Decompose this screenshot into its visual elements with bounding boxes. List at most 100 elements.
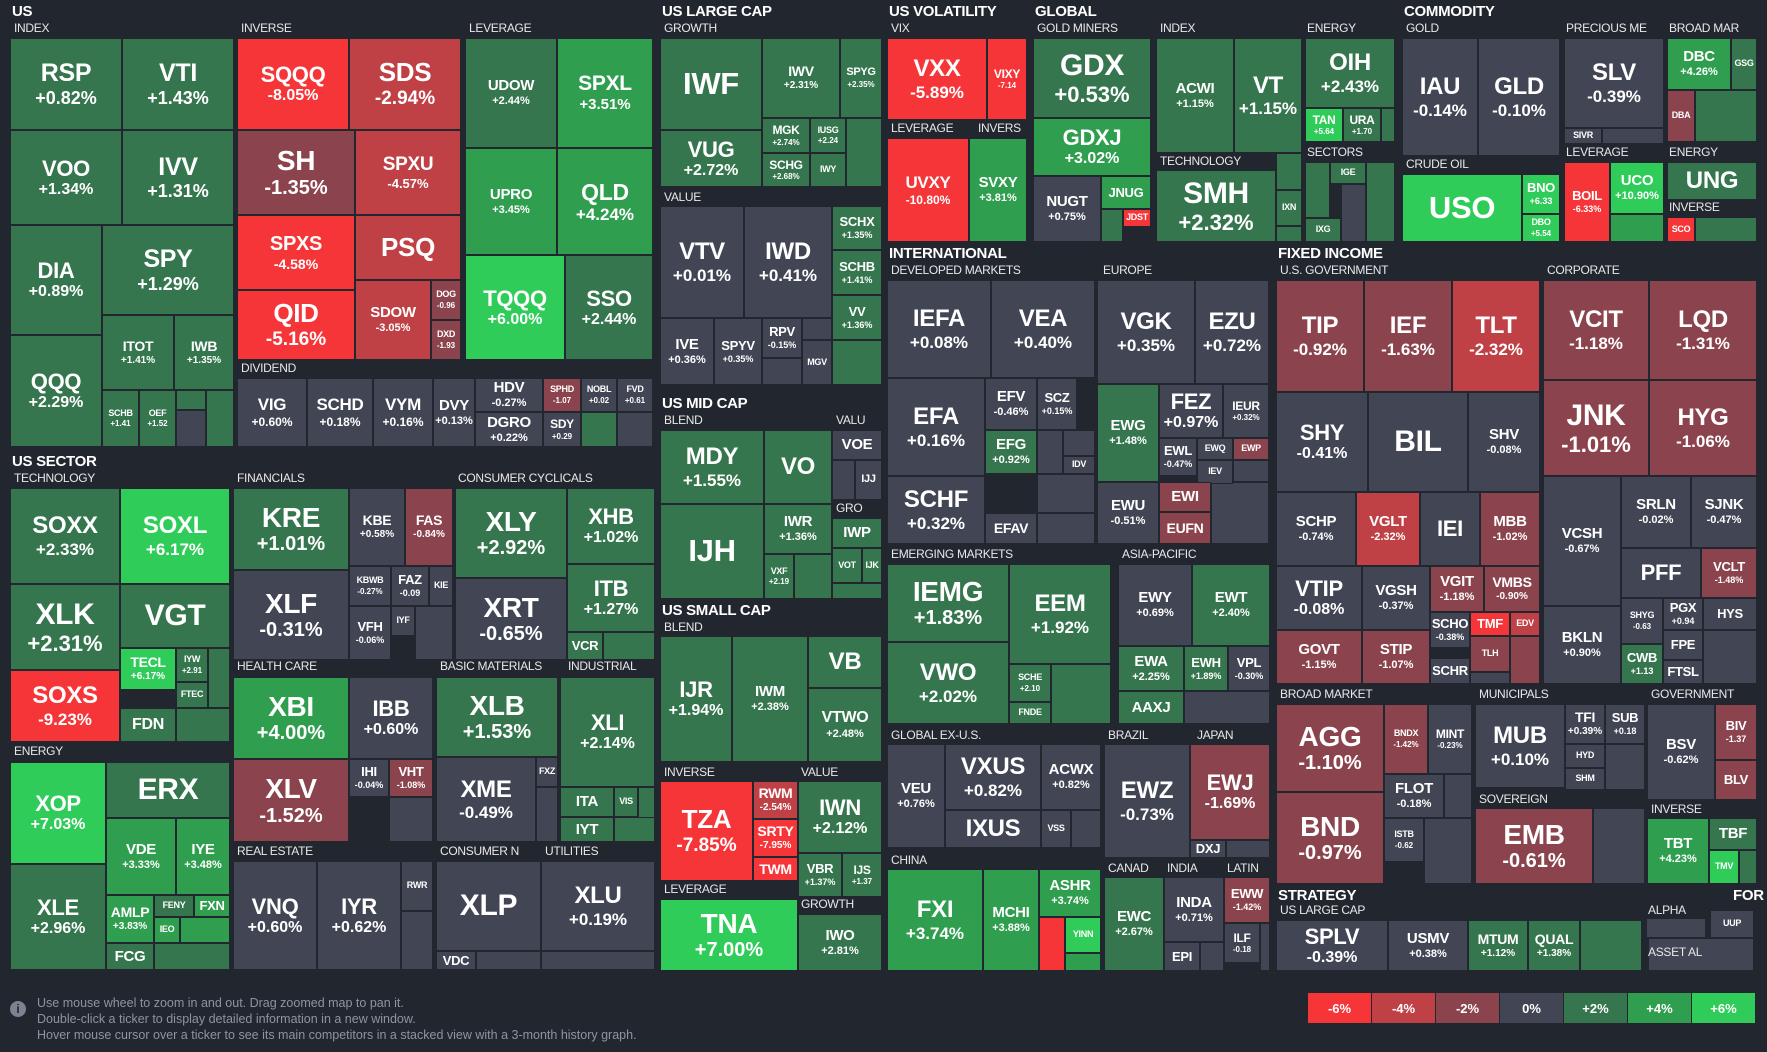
ticker-tile-agg[interactable]: AGG -1.10% <box>1276 704 1384 792</box>
ticker-tile-spy[interactable]: SPY +1.29% <box>102 225 234 315</box>
ticker-tile-fcg[interactable]: FCG <box>106 943 154 970</box>
ticker-tile-sjnk[interactable]: SJNK -0.47% <box>1691 476 1757 548</box>
ticker-tile-iusg[interactable]: IUSG +2.24 <box>810 118 846 153</box>
ticker-tile-vnq[interactable]: VNQ +0.60% <box>233 861 317 970</box>
ticker-tile-fxn[interactable]: FXN <box>194 895 230 917</box>
ticker-tile-vot[interactable]: VOT <box>832 548 862 583</box>
minor-ticker-tile[interactable] <box>1065 953 1101 971</box>
ticker-tile-xhb[interactable]: XHB +1.02% <box>567 488 655 564</box>
ticker-tile-tmv[interactable]: TMV <box>1709 850 1739 884</box>
minor-ticker-tile[interactable] <box>176 708 230 742</box>
ticker-tile-rsp[interactable]: RSP +0.82% <box>10 38 122 130</box>
ticker-tile-splv[interactable]: SPLV -0.39% <box>1276 920 1388 971</box>
ticker-tile-xlv[interactable]: XLV -1.52% <box>233 759 349 842</box>
ticker-tile-vpl[interactable]: VPL -0.30% <box>1228 646 1270 691</box>
ticker-tile-schp[interactable]: SCHP -0.74% <box>1276 492 1356 566</box>
ticker-tile-eem[interactable]: EEM +1.92% <box>1009 564 1111 664</box>
ticker-tile-ixg[interactable]: IXG <box>1305 218 1341 242</box>
ticker-tile-sco[interactable]: SCO <box>1667 217 1695 242</box>
ticker-tile-vtv[interactable]: VTV +0.01% <box>660 206 744 318</box>
ticker-tile-iwb[interactable]: IWB +1.35% <box>174 315 234 390</box>
ticker-tile-dxj[interactable]: DXJ <box>1190 840 1226 858</box>
ticker-tile-fvd[interactable]: FVD +0.61 <box>617 378 653 412</box>
ticker-tile-ita[interactable]: ITA <box>560 787 614 817</box>
ticker-tile-iwf[interactable]: IWF <box>660 38 762 130</box>
ticker-tile-xli[interactable]: XLI +2.14% <box>560 677 655 787</box>
ticker-tile-spyv[interactable]: SPYV +0.35% <box>714 318 762 385</box>
ticker-tile-eufn[interactable]: EUFN <box>1159 512 1211 544</box>
ticker-tile-sub[interactable]: SUB +0.18 <box>1605 704 1645 744</box>
ticker-tile-svxy[interactable]: SVXY +3.81% <box>969 138 1027 242</box>
ticker-tile-ieo[interactable]: IEO <box>154 917 180 943</box>
ticker-tile-oih[interactable]: OIH +2.43% <box>1305 38 1395 108</box>
ticker-tile-itb[interactable]: ITB +1.27% <box>567 564 655 632</box>
ticker-tile-tna[interactable]: TNA +7.00% <box>660 899 798 971</box>
minor-ticker-tile[interactable] <box>1211 482 1269 544</box>
ticker-tile-bkln[interactable]: BKLN +0.90% <box>1543 606 1621 684</box>
minor-ticker-tile[interactable] <box>832 340 882 385</box>
ticker-tile-kie[interactable]: KIE <box>429 566 453 606</box>
minor-ticker-tile[interactable] <box>541 951 655 970</box>
ticker-tile-aaxj[interactable]: AAXJ <box>1118 691 1184 724</box>
ticker-tile-vmbs[interactable]: VMBS -0.90% <box>1484 566 1540 612</box>
ticker-tile-spyg[interactable]: SPYG +2.35% <box>840 38 882 118</box>
ticker-tile-vym[interactable]: VYM +0.16% <box>373 378 433 447</box>
ticker-tile-pgx[interactable]: PGX +0.94 <box>1663 598 1703 630</box>
minor-ticker-tile[interactable] <box>1695 90 1757 142</box>
ticker-tile-edv[interactable]: EDV <box>1510 612 1540 636</box>
ticker-tile-uso[interactable]: USO <box>1402 174 1522 242</box>
ticker-tile-sh[interactable]: SH -1.35% <box>237 130 355 215</box>
ticker-tile-xle[interactable]: XLE +2.96% <box>10 864 106 970</box>
ticker-tile-uup[interactable]: UUP <box>1710 910 1754 938</box>
minor-ticker-tile[interactable] <box>1424 818 1472 884</box>
ticker-tile-mgv[interactable]: MGV <box>802 340 832 385</box>
ticker-tile-ive[interactable]: IVE +0.36% <box>660 318 714 385</box>
ticker-tile-mtum[interactable]: MTUM +1.12% <box>1468 920 1528 971</box>
ticker-tile-ibb[interactable]: IBB +0.60% <box>349 677 433 759</box>
ticker-tile-ixus[interactable]: IXUS <box>945 810 1041 848</box>
ticker-tile-jnug[interactable]: JNUG <box>1101 176 1151 209</box>
minor-ticker-tile[interactable] <box>1648 938 1754 971</box>
ticker-tile-epi[interactable]: EPI <box>1164 942 1200 971</box>
ticker-tile-ijh[interactable]: IJH <box>660 504 764 599</box>
ticker-tile-ige[interactable]: IGE <box>1330 162 1366 184</box>
ticker-tile-xlk[interactable]: XLK +2.31% <box>10 584 120 670</box>
ticker-tile-ewl[interactable]: EWL -0.47% <box>1159 438 1197 476</box>
ticker-tile-vwo[interactable]: VWO +2.02% <box>887 642 1009 724</box>
ticker-tile-emb[interactable]: EMB -0.61% <box>1475 808 1593 884</box>
ticker-tile-ivv[interactable]: IVV +1.31% <box>122 130 234 225</box>
minor-ticker-tile[interactable] <box>1276 226 1302 242</box>
ticker-tile-ewt[interactable]: EWT +2.40% <box>1192 564 1270 646</box>
minor-ticker-tile[interactable] <box>176 390 206 410</box>
ticker-tile-qld[interactable]: QLD +4.24% <box>557 148 653 255</box>
ticker-tile-tlh[interactable]: TLH <box>1470 636 1510 672</box>
ticker-tile-fpe[interactable]: FPE <box>1663 630 1703 660</box>
ticker-tile-sdy[interactable]: SDY +0.29 <box>543 412 581 447</box>
ticker-tile-dia[interactable]: DIA +0.89% <box>10 225 102 335</box>
minor-ticker-tile[interactable] <box>1233 460 1269 482</box>
minor-ticker-tile[interactable] <box>1276 153 1302 190</box>
ticker-tile-dgro[interactable]: DGRO +0.22% <box>475 412 543 447</box>
ticker-tile-iwm[interactable]: IWM +2.38% <box>732 636 808 762</box>
ticker-tile-pff[interactable]: PFF <box>1621 548 1701 598</box>
ticker-tile-vxus[interactable]: VXUS +0.82% <box>945 744 1041 810</box>
ticker-tile-vcr[interactable]: VCR <box>567 632 603 660</box>
ticker-tile-iev[interactable]: IEV <box>1197 460 1233 484</box>
ticker-tile-ewi[interactable]: EWI <box>1159 482 1211 512</box>
ticker-tile-dbc[interactable]: DBC +4.26% <box>1667 38 1731 90</box>
ticker-tile-hyg[interactable]: HYG -1.06% <box>1649 380 1757 476</box>
ticker-tile-schd[interactable]: SCHD +0.18% <box>307 378 373 447</box>
minor-ticker-tile[interactable] <box>832 583 882 599</box>
ticker-tile-twm[interactable]: TWM <box>753 857 798 881</box>
ticker-tile-boil[interactable]: BOIL -6.33% <box>1564 162 1610 242</box>
minor-ticker-tile[interactable] <box>1341 184 1366 242</box>
ticker-tile-fxz[interactable]: FXZ <box>536 757 558 787</box>
minor-ticker-tile[interactable] <box>154 943 230 970</box>
ticker-tile-ewc[interactable]: EWC +2.67% <box>1104 877 1164 971</box>
ticker-tile-schg[interactable]: SCHG +2.68% <box>762 153 810 187</box>
ticker-tile-hyd[interactable]: HYD <box>1565 744 1605 768</box>
ticker-tile-vgsh[interactable]: VGSH -0.37% <box>1362 566 1430 630</box>
ticker-tile-tmf[interactable]: TMF <box>1470 612 1510 636</box>
ticker-tile-xbi[interactable]: XBI +4.00% <box>233 677 349 759</box>
ticker-tile-tip[interactable]: TIP -0.92% <box>1276 280 1364 392</box>
